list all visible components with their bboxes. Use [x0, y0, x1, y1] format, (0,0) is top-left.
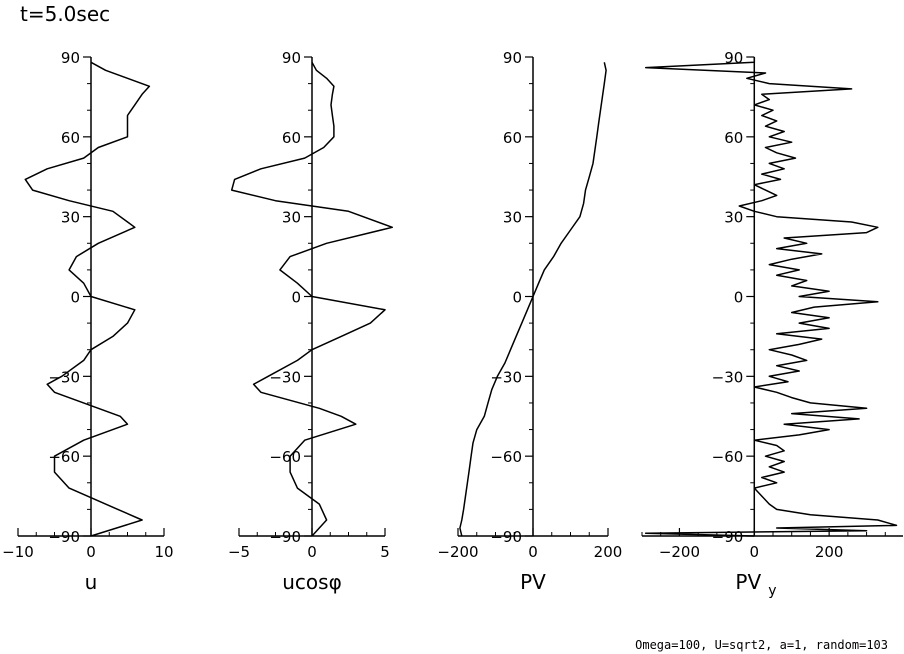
y-tick-label: −60 [490, 448, 522, 466]
y-tick-label: 60 [282, 129, 301, 147]
time-label: t=5.0sec [20, 2, 111, 26]
y-tick-label: −30 [712, 368, 744, 386]
y-tick-label: 60 [61, 129, 80, 147]
y-tick-label: 90 [61, 49, 80, 67]
y-tick-label: 90 [503, 49, 522, 67]
x-tick-label: 200 [815, 543, 844, 561]
series-line [459, 62, 607, 537]
x-tick-label: −200 [659, 543, 700, 561]
y-tick-label: −90 [269, 528, 301, 546]
y-tick-label: −60 [712, 448, 744, 466]
y-tick-label: −90 [712, 528, 744, 546]
x-tick-label: 0 [528, 543, 538, 561]
x-tick-label: −10 [2, 543, 34, 561]
series-line [24, 61, 151, 537]
y-tick-label: −30 [48, 368, 80, 386]
panel-pv: 90 60 30 0 −30 −60 −90 −200 0 200 PV [437, 49, 622, 594]
y-tick-label: 30 [61, 209, 80, 227]
y-tick-label: −90 [490, 528, 522, 546]
x-tick-label: 0 [307, 543, 317, 561]
y-tick-label: 0 [734, 289, 744, 307]
x-axis-label-subscript: y [768, 583, 776, 599]
y-tick-label: −60 [48, 448, 80, 466]
series-line [644, 57, 898, 537]
parameters-label: Omega=100, U=sqrt2, a=1, random=103 [635, 638, 888, 652]
x-tick-label: 0 [750, 543, 760, 561]
x-axis-label: ucosφ [282, 570, 342, 594]
y-tick-label: 0 [512, 289, 522, 307]
y-tick-label: 60 [724, 129, 743, 147]
x-axis-label: PV [735, 570, 761, 594]
series-line [230, 61, 394, 537]
y-tick-label: 60 [503, 129, 522, 147]
y-tick-label: 30 [282, 209, 301, 227]
x-tick-label: −200 [437, 543, 478, 561]
x-axis-label: PV [520, 570, 546, 594]
y-tick-label: −90 [48, 528, 80, 546]
x-tick-label: 200 [594, 543, 623, 561]
panel-ucos: 90 60 30 0 −30 −60 −90 −5 0 5 ucosφ [228, 49, 394, 594]
x-tick-label: 10 [154, 543, 173, 561]
y-tick-label: 30 [724, 209, 743, 227]
x-tick-label: −5 [228, 543, 250, 561]
y-tick-label: 0 [70, 289, 80, 307]
y-tick-label: −60 [269, 448, 301, 466]
y-tick-label: 90 [282, 49, 301, 67]
x-tick-label: 5 [380, 543, 390, 561]
x-tick-label: 0 [86, 543, 96, 561]
y-tick-label: 0 [291, 289, 301, 307]
y-tick-label: −30 [490, 368, 522, 386]
panel-u: 90 60 30 0 −30 −60 −90 −10 0 10 u [2, 49, 173, 594]
x-axis-label: u [85, 570, 98, 594]
y-tick-label: 30 [503, 209, 522, 227]
y-tick-label: −30 [269, 368, 301, 386]
